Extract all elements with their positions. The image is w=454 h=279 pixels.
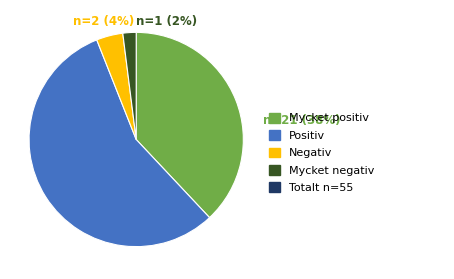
Wedge shape: [29, 40, 210, 247]
Text: n=21 (38%): n=21 (38%): [262, 114, 340, 127]
Text: n=1 (2%): n=1 (2%): [136, 15, 197, 28]
Text: =31 (56%): =31 (56%): [0, 278, 1, 279]
Wedge shape: [123, 32, 136, 140]
Legend: Mycket positiv, Positiv, Negativ, Mycket negativ, Totalt n=55: Mycket positiv, Positiv, Negativ, Mycket…: [269, 113, 374, 193]
Text: n=2 (4%): n=2 (4%): [74, 15, 135, 28]
Wedge shape: [97, 33, 136, 140]
Wedge shape: [136, 32, 243, 218]
